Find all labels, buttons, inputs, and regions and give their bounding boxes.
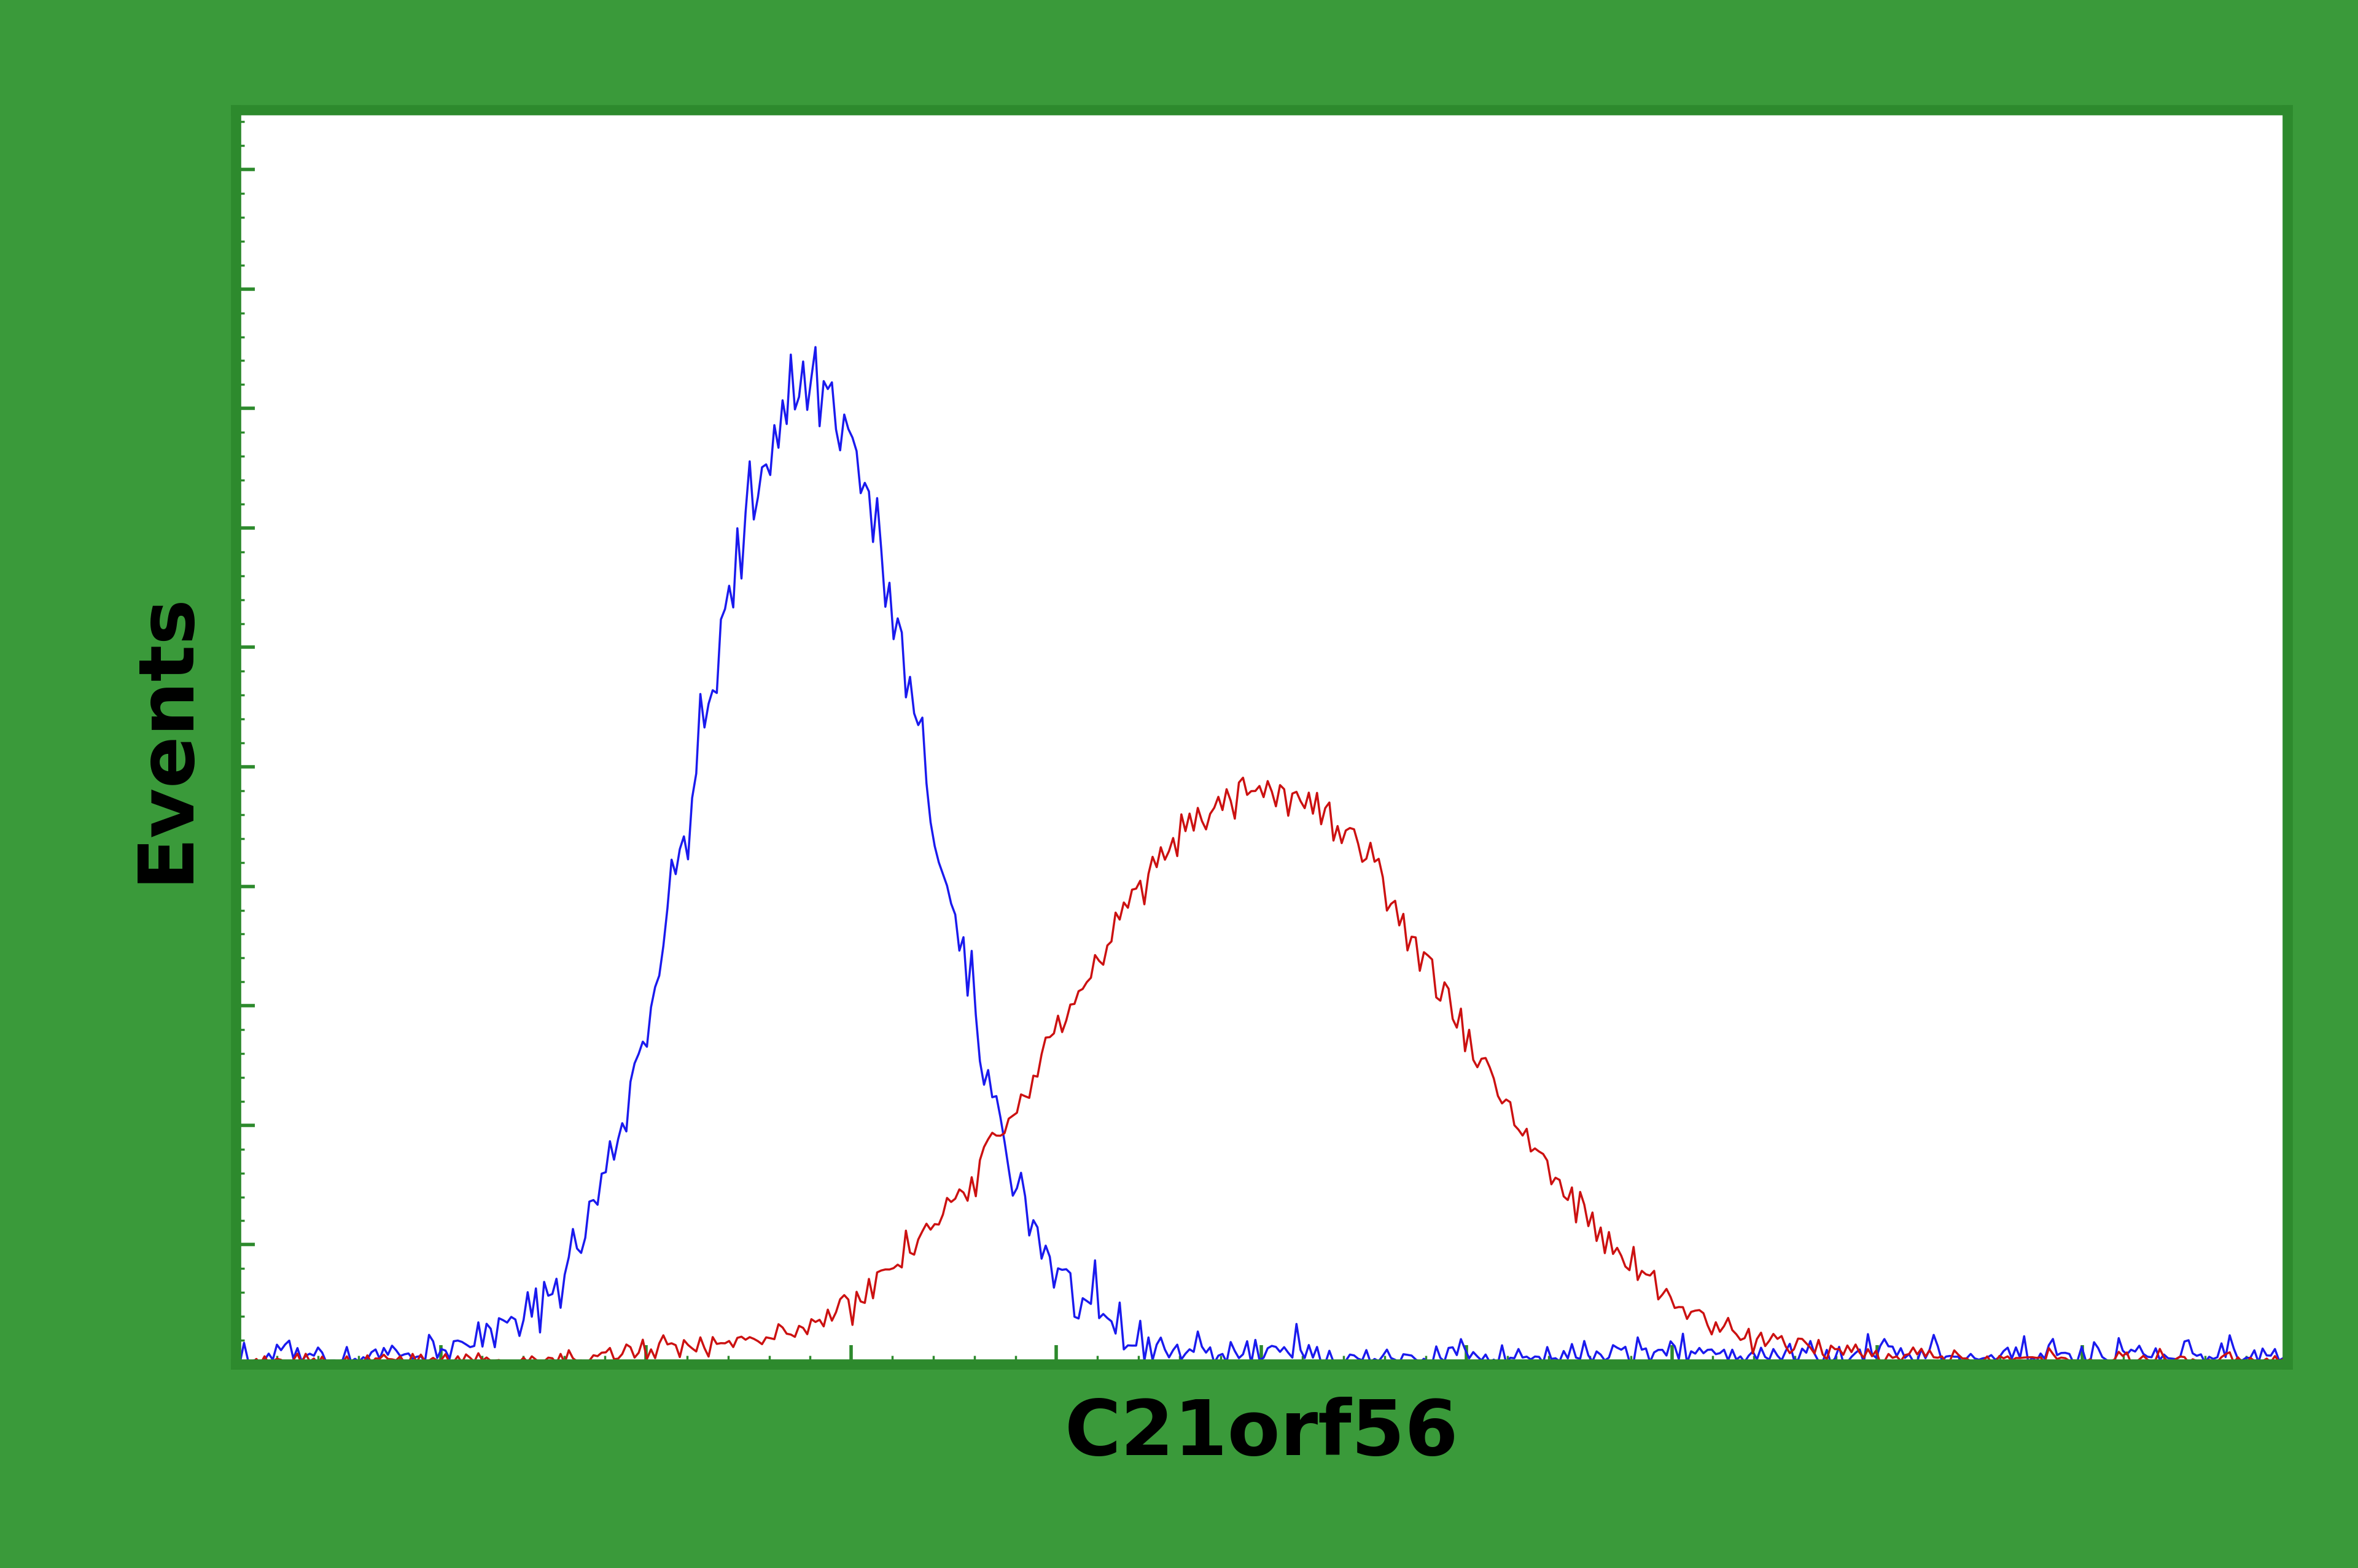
Y-axis label: Events: Events [130,591,203,883]
X-axis label: C21orf56: C21orf56 [1063,1397,1460,1471]
